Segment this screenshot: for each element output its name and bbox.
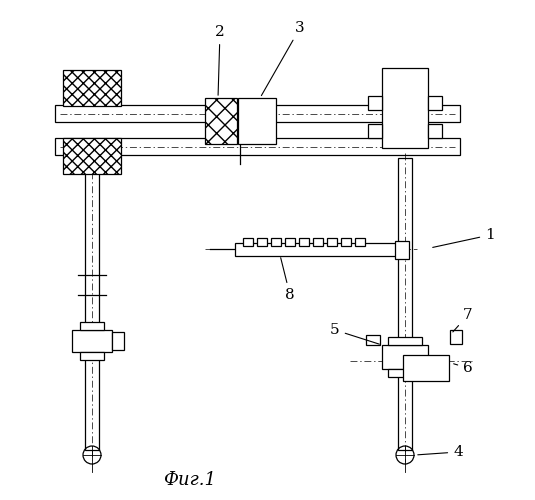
Bar [205, 98, 237, 144]
Bar [368, 124, 382, 138]
Bar [238, 98, 276, 144]
Bar [271, 238, 281, 246]
Bar [72, 330, 112, 352]
Bar [80, 322, 104, 330]
Bar [382, 68, 428, 148]
Bar [368, 96, 382, 110]
Bar [313, 238, 323, 246]
Bar [299, 238, 309, 246]
Bar [355, 238, 365, 246]
Bar [112, 332, 124, 350]
Bar [80, 352, 104, 360]
Bar [55, 138, 460, 155]
Bar [257, 238, 267, 246]
Bar [403, 355, 449, 381]
Bar [395, 241, 409, 259]
Text: 4: 4 [418, 445, 463, 459]
Bar [366, 335, 380, 345]
Bar [63, 138, 121, 174]
Text: 2: 2 [215, 25, 225, 95]
Bar [285, 238, 295, 246]
Bar [450, 330, 462, 344]
Bar [243, 238, 253, 246]
Bar [85, 158, 99, 450]
Bar [63, 70, 121, 106]
Text: Фиг.1: Фиг.1 [164, 471, 217, 489]
Text: 5: 5 [330, 323, 379, 344]
Bar [428, 124, 442, 138]
Text: 6: 6 [454, 361, 473, 375]
Text: 7: 7 [453, 308, 473, 332]
Text: 1: 1 [433, 228, 495, 248]
Bar [388, 337, 422, 345]
Bar [55, 105, 460, 122]
Text: 8: 8 [281, 258, 295, 302]
Bar [235, 243, 397, 256]
Bar [327, 238, 337, 246]
Bar [341, 238, 351, 246]
Bar [398, 158, 412, 450]
Bar [382, 345, 428, 369]
Bar [428, 96, 442, 110]
Text: 3: 3 [262, 21, 305, 96]
Bar [388, 369, 422, 377]
